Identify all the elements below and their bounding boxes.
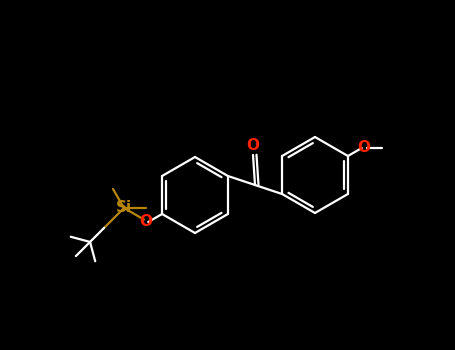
Text: O: O [357,140,370,155]
Text: Si: Si [116,201,132,216]
Text: O: O [140,215,153,230]
Text: O: O [247,139,259,154]
